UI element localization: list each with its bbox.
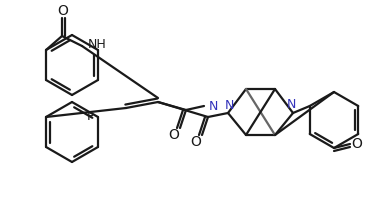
Text: NH: NH bbox=[88, 37, 107, 51]
Text: O: O bbox=[352, 137, 362, 151]
Text: O: O bbox=[58, 4, 68, 18]
Text: N: N bbox=[224, 99, 234, 112]
Text: N: N bbox=[209, 99, 218, 112]
Text: N: N bbox=[286, 97, 296, 110]
Text: O: O bbox=[191, 135, 202, 149]
Text: O: O bbox=[169, 128, 180, 142]
Text: F: F bbox=[86, 110, 94, 123]
